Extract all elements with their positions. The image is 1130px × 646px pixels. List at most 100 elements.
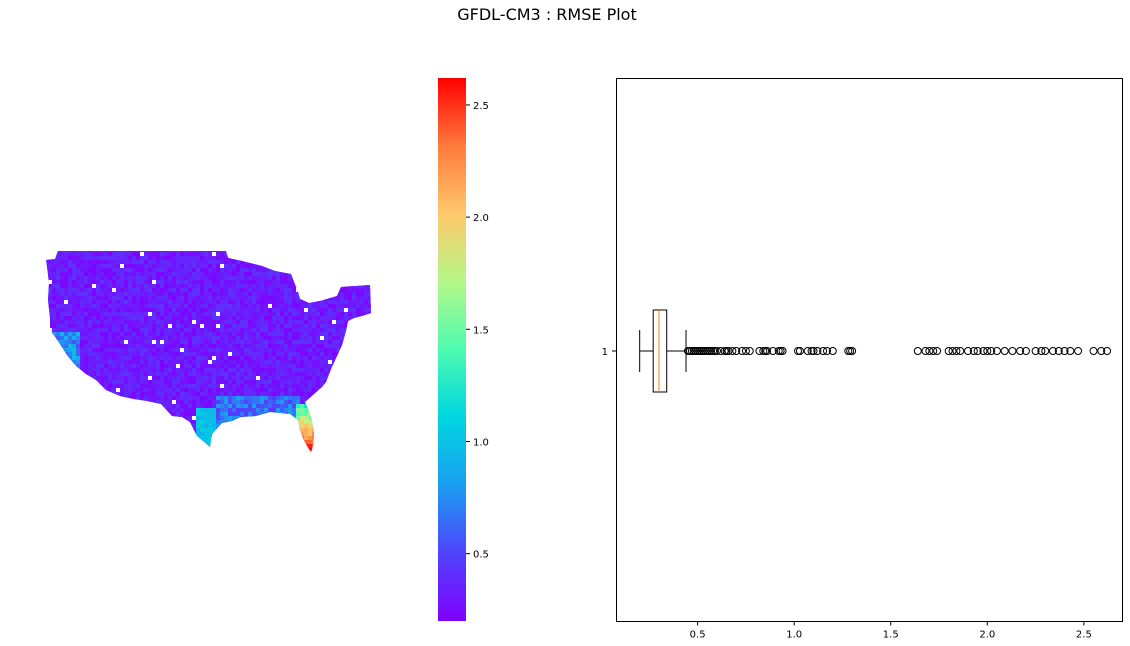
map-cell xyxy=(104,292,108,296)
map-cell xyxy=(132,264,136,268)
map-cell xyxy=(372,412,376,416)
map-cell xyxy=(304,396,308,400)
map-cell xyxy=(132,304,136,308)
map-cell xyxy=(236,300,240,304)
map-cell xyxy=(240,280,244,284)
map-cell xyxy=(352,344,356,348)
map-cell xyxy=(288,408,292,412)
map-cell xyxy=(268,304,272,308)
map-cell xyxy=(192,436,196,440)
map-cell xyxy=(292,296,296,300)
map-cell xyxy=(180,352,184,356)
map-cell xyxy=(96,304,100,308)
map-cell xyxy=(264,252,268,256)
map-cell xyxy=(296,276,300,280)
map-cell xyxy=(152,328,156,332)
map-cell xyxy=(280,356,284,360)
map-cell xyxy=(276,428,280,432)
map-cell xyxy=(68,264,72,268)
map-cell xyxy=(272,324,276,328)
map-cell xyxy=(372,260,376,264)
map-cell xyxy=(172,336,176,340)
map-cell xyxy=(164,408,168,412)
map-cell xyxy=(64,324,68,328)
map-cell xyxy=(356,344,360,348)
map-cell xyxy=(160,408,164,412)
map-cell xyxy=(344,352,348,356)
map-cell xyxy=(208,424,212,428)
map-cell xyxy=(56,251,60,252)
map-cell xyxy=(120,364,124,368)
map-cell xyxy=(52,368,56,372)
map-cell xyxy=(360,428,364,432)
map-cell xyxy=(328,416,332,420)
map-cell xyxy=(140,292,144,296)
map-cell xyxy=(128,436,132,440)
map-cell xyxy=(144,264,148,268)
map-cell xyxy=(232,436,236,440)
map-cell xyxy=(228,380,232,384)
map-cell xyxy=(148,288,152,292)
map-cell xyxy=(308,452,312,456)
map-cell xyxy=(184,352,188,356)
map-cell xyxy=(84,284,88,288)
map-cell xyxy=(312,332,316,336)
map-cell xyxy=(164,300,168,304)
map-cell xyxy=(356,416,360,420)
map-cell xyxy=(224,440,228,444)
map-cell xyxy=(276,408,280,412)
map-cell xyxy=(336,396,340,400)
map-cell xyxy=(164,424,168,428)
map-cell xyxy=(288,308,292,312)
map-cell xyxy=(120,376,124,380)
map-cell xyxy=(132,436,136,440)
map-cell xyxy=(292,352,296,356)
map-cell xyxy=(276,436,280,440)
map-cell xyxy=(324,276,328,280)
map-cell xyxy=(284,280,288,284)
map-cell xyxy=(168,324,172,328)
map-cell xyxy=(360,256,364,260)
map-cell xyxy=(56,312,60,316)
map-cell xyxy=(368,368,371,372)
map-cell xyxy=(160,452,164,456)
map-cell xyxy=(224,332,228,336)
map-cell xyxy=(344,320,348,324)
map-cell xyxy=(184,328,188,332)
map-cell xyxy=(248,428,252,432)
map-cell xyxy=(348,440,352,444)
map-cell xyxy=(84,320,88,324)
map-cell xyxy=(288,348,292,352)
flier-point xyxy=(963,347,972,355)
map-cell xyxy=(96,288,100,292)
map-cell xyxy=(300,316,304,320)
map-cell xyxy=(184,296,188,300)
map-cell xyxy=(324,312,328,316)
map-cell xyxy=(180,251,184,252)
map-cell xyxy=(204,356,208,360)
map-cell xyxy=(116,368,120,372)
map-cell xyxy=(280,344,284,348)
map-cell xyxy=(336,384,340,388)
map-cell xyxy=(340,320,344,324)
map-cell xyxy=(56,284,60,288)
map-cell xyxy=(164,436,168,440)
map-cell xyxy=(176,352,180,356)
map-cell xyxy=(292,428,296,432)
map-cell xyxy=(352,372,356,376)
map-cell xyxy=(312,328,316,332)
map-cell xyxy=(284,292,288,296)
map-cell xyxy=(328,276,332,280)
map-cell xyxy=(216,328,220,332)
map-cell xyxy=(72,436,76,440)
map-cell xyxy=(372,396,376,400)
map-cell xyxy=(296,448,300,452)
map-cell xyxy=(184,364,188,368)
map-cell xyxy=(356,380,360,384)
map-cell xyxy=(136,400,140,404)
map-cell xyxy=(46,308,48,312)
map-cell xyxy=(56,308,60,312)
map-cell xyxy=(92,251,96,252)
map-cell xyxy=(172,296,176,300)
map-cell xyxy=(68,380,72,384)
